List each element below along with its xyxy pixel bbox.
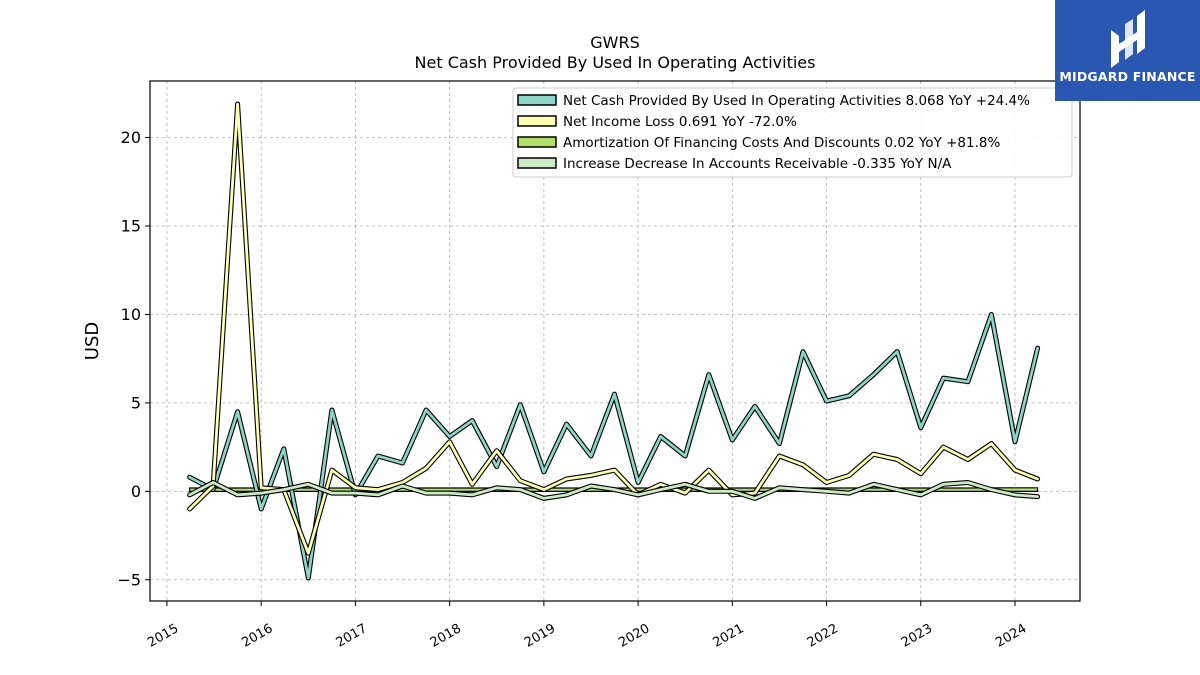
x-tick-label: 2018	[428, 621, 464, 651]
series-lines	[187, 101, 1041, 581]
chart-subtitle: Net Cash Provided By Used In Operating A…	[415, 53, 816, 72]
midgard-logo-icon	[1111, 10, 1145, 68]
legend-box	[512, 87, 1073, 178]
y-axis: −5 0 5 10 15 20	[117, 128, 150, 589]
x-tick-label: 2015	[145, 621, 181, 651]
x-tick-label: 2022	[805, 621, 841, 651]
brand-logo: MIDGARD FINANCE	[1055, 0, 1200, 101]
legend: Net Cash Provided By Used In Operating A…	[512, 87, 1073, 178]
legend-swatch	[517, 115, 557, 127]
x-tick-label: 2020	[616, 621, 652, 651]
series-outline-0	[187, 312, 1041, 581]
legend-label: Amortization Of Financing Costs And Disc…	[563, 135, 1000, 151]
x-tick-label: 2019	[522, 621, 558, 651]
y-axis-label: USD	[82, 322, 103, 360]
series-line-0	[188, 313, 1039, 580]
chart-title: GWRS	[590, 33, 640, 52]
series-line-3	[188, 481, 1039, 500]
legend-label: Increase Decrease In Accounts Receivable…	[563, 156, 952, 172]
y-tick-label: 20	[121, 128, 141, 147]
x-axis: 2015 2016 2017 2018 2019 2020 2021 2022 2023 2024	[145, 601, 1029, 651]
plot-frame	[149, 80, 1081, 602]
legend-swatch	[517, 94, 557, 106]
legend-swatch	[517, 136, 557, 148]
x-tick-label: 2021	[710, 621, 746, 651]
x-tick-label: 2016	[239, 621, 275, 651]
x-tick-label: 2017	[334, 621, 370, 651]
y-tick-label: 0	[131, 482, 141, 501]
x-tick-label: 2024	[993, 621, 1029, 651]
y-tick-label: 5	[131, 393, 141, 412]
y-tick-label: 10	[121, 305, 141, 324]
series-line-1	[188, 102, 1039, 555]
legend-label: Net Cash Provided By Used In Operating A…	[563, 93, 1030, 109]
x-tick-label: 2023	[899, 621, 935, 651]
y-tick-label: −5	[117, 570, 141, 589]
y-tick-label: 15	[121, 217, 141, 236]
legend-label: Net Income Loss 0.691 YoY -72.0%	[563, 114, 797, 130]
brand-name: MIDGARD FINANCE	[1059, 69, 1196, 84]
legend-swatch	[517, 157, 557, 169]
